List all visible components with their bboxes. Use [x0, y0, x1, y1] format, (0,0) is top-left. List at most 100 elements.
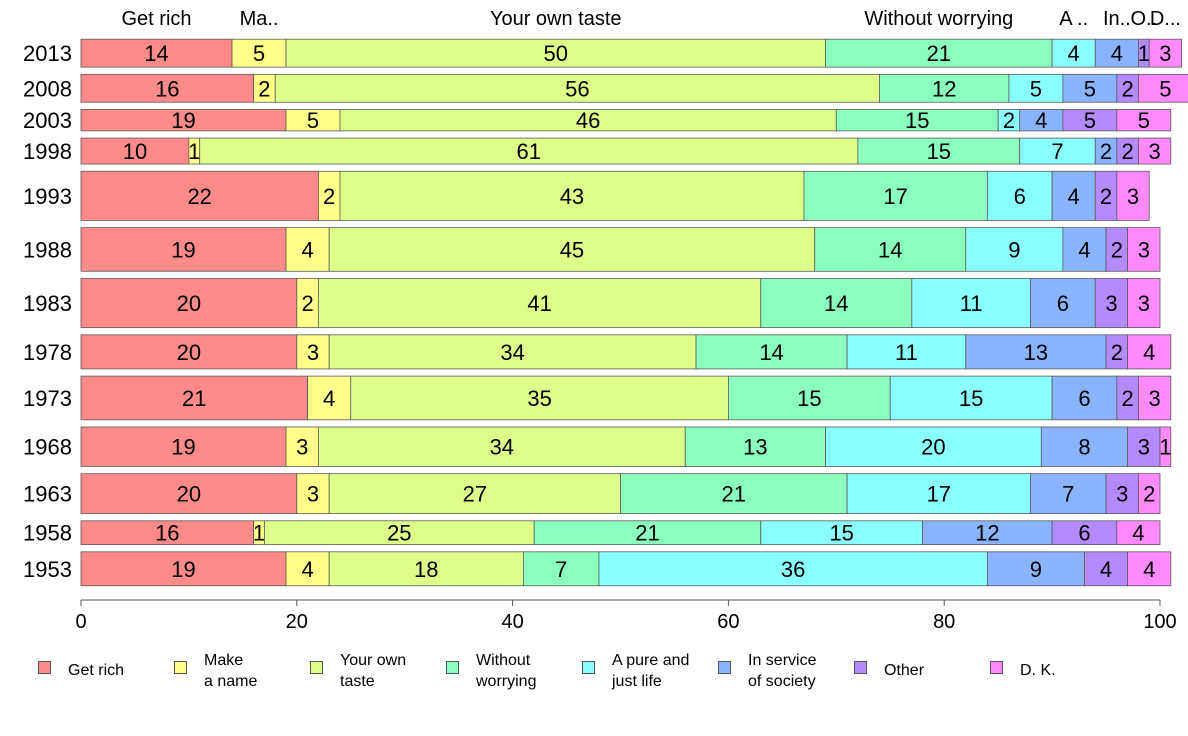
bar-value-label: 5 [253, 41, 265, 66]
bar-value-label: 1 [1138, 41, 1150, 66]
bar-value-label: 15 [959, 386, 983, 411]
year-label: 1973 [23, 386, 72, 411]
bar-segment [986, 170, 1053, 221]
series-top-label: O.. [1130, 8, 1157, 30]
bar-segment [80, 73, 255, 103]
bar-value-label: 34 [490, 435, 514, 460]
bar-value-label: 7 [1051, 139, 1063, 164]
bar-segment [274, 73, 880, 103]
year-label: 2013 [23, 41, 72, 66]
bar-value-label: 9 [1030, 557, 1042, 582]
bar-value-label: 11 [895, 340, 918, 365]
bar-segment [1030, 278, 1096, 329]
bar-segment [285, 551, 330, 587]
bar-value-label: 10 [123, 139, 147, 164]
bar-value-label: 19 [171, 557, 195, 582]
bar-segment [307, 375, 352, 421]
bar-value-label: 2 [1122, 76, 1134, 101]
series-top-label: D... [1150, 8, 1181, 30]
bar-segment [1019, 137, 1096, 165]
bar-segment [1105, 473, 1139, 514]
bar-value-label: 6 [1057, 291, 1069, 316]
bar-value-label: 2 [1143, 482, 1155, 507]
bar-segment [285, 426, 319, 467]
x-tick-label: 100 [1143, 611, 1176, 633]
bar-segment [879, 73, 1010, 103]
bar-segment [328, 227, 816, 272]
bar-segment [80, 334, 298, 370]
bar-value-label: 21 [927, 41, 951, 66]
bar-value-label: 5 [1084, 108, 1096, 133]
bar-segment [1138, 473, 1161, 514]
bar-segment [317, 278, 762, 329]
bar-value-label: 50 [544, 41, 568, 66]
bar-segment [80, 170, 319, 221]
bar-value-label: 4 [1143, 557, 1155, 582]
bar-value-label: 3 [307, 340, 319, 365]
bar-segment [1127, 426, 1161, 467]
bar-segment [80, 227, 287, 272]
bar-value-label: 45 [560, 237, 584, 262]
bar-value-label: 2 [1100, 139, 1112, 164]
bar-value-label: 27 [463, 482, 487, 507]
bar-segment [965, 227, 1064, 272]
legend-swatch [582, 661, 595, 674]
bar-value-label: 4 [1143, 340, 1155, 365]
legend-label: Without worrying [476, 652, 537, 690]
bar-value-label: 21 [182, 386, 206, 411]
bar-segment [684, 426, 826, 467]
bar-value-label: 41 [527, 291, 551, 316]
bar-value-label: 2 [1100, 184, 1112, 209]
bar-segment [80, 278, 298, 329]
bar-segment [199, 137, 859, 165]
bar-value-label: 11 [960, 291, 983, 316]
bar-value-label: 3 [1148, 139, 1160, 164]
bar-segment [598, 551, 988, 587]
bar-segment [695, 334, 848, 370]
bar-value-label: 19 [171, 108, 195, 133]
legend-swatch [446, 661, 459, 674]
bar-value-label: 6 [1078, 386, 1090, 411]
bar-value-label: 2 [1122, 386, 1134, 411]
bar-value-label: 3 [1127, 184, 1139, 209]
bar-value-label: 2 [323, 184, 335, 209]
bar-value-label: 4 [1100, 557, 1112, 582]
bar-segment [846, 473, 1031, 514]
bar-value-label: 14 [144, 41, 168, 66]
bar-segment [965, 334, 1107, 370]
year-label: 1953 [23, 557, 72, 582]
bar-segment [986, 551, 1085, 587]
bar-value-label: 16 [155, 521, 179, 546]
bar-segment [1062, 73, 1118, 103]
bar-segment [825, 426, 1042, 467]
bar-segment [339, 170, 805, 221]
bar-value-label: 19 [171, 435, 195, 460]
bar-value-label: 3 [1105, 291, 1117, 316]
bar-segment [317, 426, 686, 467]
bar-value-label: 2 [1111, 237, 1123, 262]
bar-value-label: 46 [576, 108, 600, 133]
bar-value-label: 2 [301, 291, 313, 316]
bar-value-label: 14 [824, 291, 848, 316]
bar-segment [285, 227, 330, 272]
bar-value-label: 2 [258, 76, 270, 101]
bar-value-label: 3 [1148, 386, 1160, 411]
bar-value-label: 1 [188, 139, 200, 164]
bar-value-label: 22 [187, 184, 211, 209]
bar-value-label: 6 [1014, 184, 1026, 209]
bar-value-label: 9 [1008, 237, 1020, 262]
bar-value-label: 34 [500, 340, 524, 365]
bar-value-label: 13 [1024, 340, 1048, 365]
bar-value-label: 2 [1111, 340, 1123, 365]
bar-value-label: 14 [878, 237, 902, 262]
bar-segment [231, 38, 287, 68]
bar-value-label: 43 [560, 184, 584, 209]
year-label: 1968 [23, 435, 72, 460]
legend-label: Make a name [204, 652, 258, 690]
bar-segment [1116, 520, 1161, 546]
x-tick-label: 0 [75, 611, 86, 633]
bar-value-label: 5 [1030, 76, 1042, 101]
bar-value-label: 15 [829, 521, 853, 546]
bar-value-label: 3 [296, 435, 308, 460]
bar-value-label: 17 [927, 482, 951, 507]
